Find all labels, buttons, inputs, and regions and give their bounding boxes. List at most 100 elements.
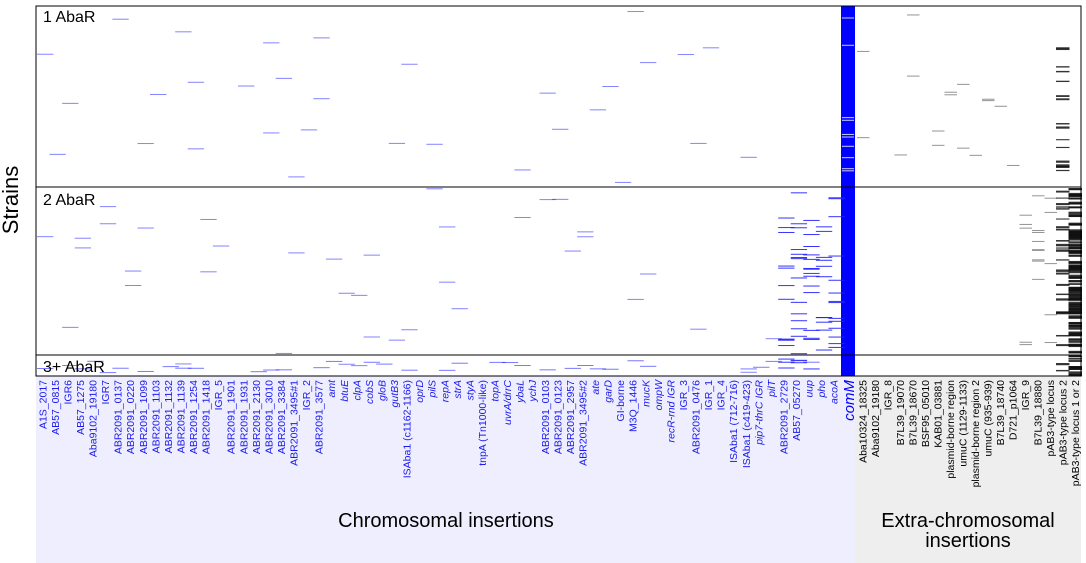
presence-mark bbox=[1068, 264, 1082, 267]
presence-mark bbox=[1068, 283, 1082, 285]
presence-mark bbox=[1056, 218, 1070, 220]
column-label: IGR7 bbox=[100, 380, 112, 405]
presence-mark bbox=[790, 257, 808, 259]
presence-mark bbox=[790, 277, 808, 279]
presence-mark bbox=[1019, 341, 1032, 343]
section-label: insertions bbox=[925, 530, 1011, 552]
presence-mark bbox=[1068, 254, 1082, 257]
presence-mark bbox=[1068, 247, 1082, 250]
presence-mark bbox=[577, 231, 594, 233]
presence-mark bbox=[828, 255, 845, 257]
presence-mark bbox=[790, 335, 808, 337]
presence-mark bbox=[1068, 338, 1082, 341]
presence-mark bbox=[828, 346, 845, 348]
presence-mark bbox=[112, 367, 129, 369]
presence-mark bbox=[175, 31, 192, 33]
presence-mark bbox=[602, 368, 619, 370]
presence-mark bbox=[828, 302, 845, 304]
presence-mark bbox=[778, 339, 795, 341]
presence-mark bbox=[1068, 294, 1082, 296]
presence-mark bbox=[200, 271, 217, 273]
presence-mark bbox=[1056, 98, 1070, 101]
presence-mark bbox=[803, 272, 820, 274]
presence-mark bbox=[313, 37, 330, 39]
presence-mark bbox=[1056, 249, 1070, 252]
column-label: Aba9102_19180 bbox=[870, 380, 882, 457]
presence-mark bbox=[690, 142, 707, 144]
column-label: ISAba1 (c1162-1166) bbox=[402, 380, 414, 478]
column-label: ABR2091_3384 bbox=[276, 380, 288, 454]
presence-mark bbox=[1068, 232, 1082, 235]
column-label: ABR2091_0476 bbox=[691, 380, 703, 454]
presence-mark bbox=[1056, 48, 1070, 51]
comM-gap bbox=[842, 168, 854, 170]
presence-mark bbox=[1068, 307, 1082, 310]
presence-mark bbox=[426, 188, 443, 190]
presence-mark bbox=[815, 226, 833, 228]
presence-mark bbox=[363, 254, 380, 256]
column-label: AB57_1275 bbox=[75, 380, 87, 435]
presence-mark bbox=[1056, 169, 1070, 172]
presence-mark bbox=[1032, 260, 1045, 262]
column-label: oprD bbox=[414, 380, 426, 403]
presence-mark bbox=[74, 237, 92, 239]
column-label: ABR2091_3577 bbox=[314, 380, 326, 454]
column-label: pilT bbox=[766, 378, 778, 398]
presence-mark bbox=[1068, 332, 1082, 334]
column-label: strA bbox=[452, 380, 464, 399]
presence-mark bbox=[803, 258, 820, 260]
presence-mark bbox=[37, 236, 54, 238]
column-label: ABR2091_1931 bbox=[238, 380, 250, 454]
presence-mark bbox=[1068, 340, 1082, 343]
presence-mark bbox=[325, 258, 343, 260]
presence-mark bbox=[1068, 274, 1082, 277]
presence-mark bbox=[514, 216, 531, 218]
comM-gap bbox=[842, 157, 854, 159]
presence-mark bbox=[124, 284, 142, 286]
column-label: ABR2091_1254 bbox=[188, 380, 200, 454]
presence-mark bbox=[828, 216, 845, 218]
presence-mark bbox=[778, 217, 795, 219]
presence-mark bbox=[363, 361, 380, 363]
column-label: ABR2091_1103 bbox=[150, 380, 162, 454]
presence-mark bbox=[932, 144, 945, 146]
presence-mark bbox=[1019, 214, 1032, 216]
presence-mark bbox=[1068, 287, 1082, 289]
presence-mark bbox=[1056, 164, 1070, 166]
presence-mark bbox=[1068, 249, 1082, 252]
presence-mark bbox=[803, 285, 820, 287]
presence-mark bbox=[451, 362, 468, 364]
column-label: cobS bbox=[364, 380, 376, 404]
column-label: ABR2091_0137 bbox=[113, 380, 125, 454]
presence-mark bbox=[828, 197, 845, 199]
column-label: ABR2091_1132 bbox=[163, 380, 175, 454]
comM-gap bbox=[842, 117, 854, 119]
presence-mark bbox=[426, 143, 443, 145]
presence-mark bbox=[778, 285, 795, 287]
presence-mark bbox=[200, 218, 217, 220]
comM-gap bbox=[842, 119, 854, 121]
presence-mark bbox=[1068, 213, 1082, 215]
column-label: plasmid-borne region bbox=[945, 380, 957, 479]
presence-mark bbox=[778, 361, 795, 363]
presence-mark bbox=[828, 336, 845, 338]
column-label: ABR2091_1099 bbox=[138, 380, 150, 454]
presence-mark bbox=[957, 147, 970, 149]
column-label: ybaL bbox=[515, 380, 527, 404]
presence-mark bbox=[1068, 192, 1082, 195]
presence-mark bbox=[175, 363, 192, 365]
presence-mark bbox=[790, 253, 808, 255]
comM-gap bbox=[842, 145, 854, 147]
presence-mark bbox=[263, 42, 280, 44]
presence-mark bbox=[828, 320, 845, 322]
column-label: pilS bbox=[427, 380, 439, 399]
presence-mark bbox=[640, 62, 657, 64]
column-label: ISAba1 (712-716) bbox=[728, 380, 740, 463]
column-label: pho bbox=[816, 380, 828, 399]
column-label: ABR2091_3010 bbox=[263, 380, 275, 454]
column-label: styA bbox=[464, 380, 476, 400]
presence-mark bbox=[1032, 278, 1045, 280]
presence-mark bbox=[1044, 197, 1057, 199]
presence-mark bbox=[790, 328, 808, 330]
